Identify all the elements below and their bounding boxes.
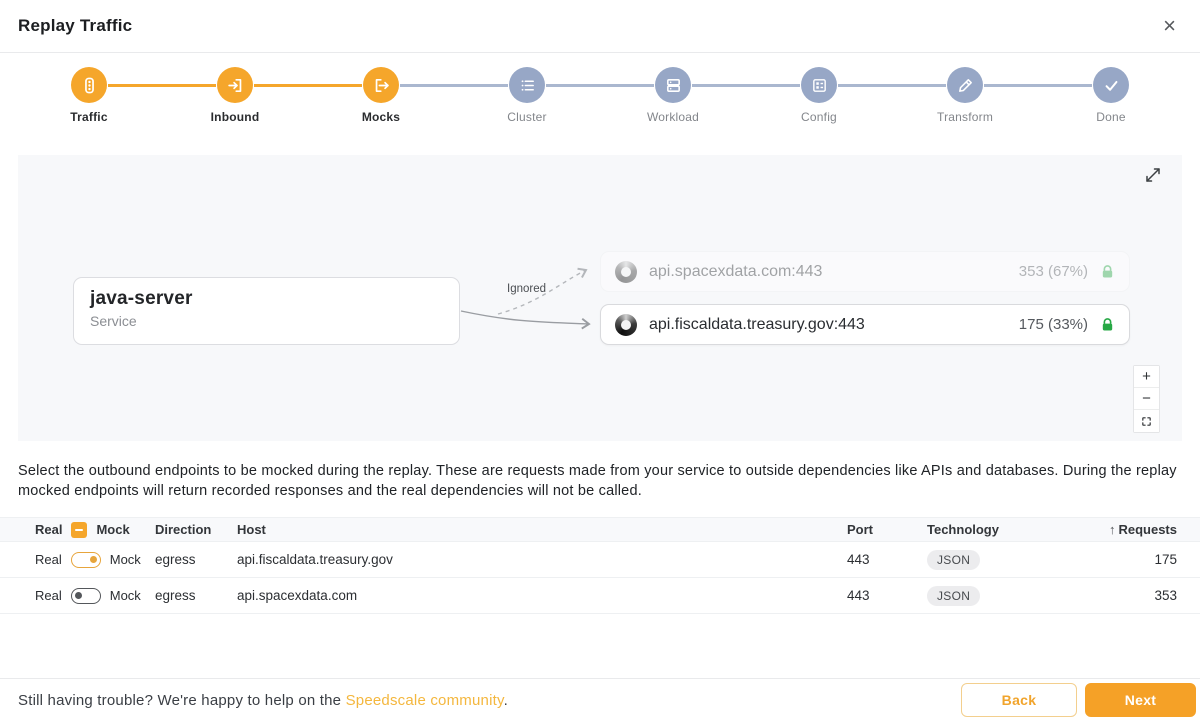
inbound-arrow-icon (227, 77, 244, 94)
technology-header: Technology (927, 522, 999, 537)
step-workload[interactable]: Workload (546, 67, 746, 124)
help-text: Still having trouble? We're happy to hel… (18, 692, 961, 709)
mock-label: Mock (109, 552, 141, 567)
traffic-diagram-canvas[interactable]: java-server Service Ignored api.spacexda… (18, 155, 1182, 441)
wizard-stepper: Traffic Inbound Mocks Cluster Workload C… (0, 53, 1200, 136)
endpoint-request-count: 353 (67%) (1018, 263, 1088, 280)
endpoint-host: api.spacexdata.com:443 (649, 262, 823, 280)
endpoint-icon (615, 260, 637, 283)
step-transform[interactable]: Transform (838, 67, 1038, 124)
endpoint-icon (615, 313, 637, 336)
close-icon[interactable]: × (1163, 13, 1176, 38)
direction-cell: egress (155, 588, 196, 603)
step-label: Transform (936, 110, 994, 124)
diagram-zoom-controls: + − (1133, 365, 1160, 433)
table-row: Real Mock egress api.fiscaldata.treasury… (0, 542, 1200, 578)
zoom-out-icon[interactable]: − (1134, 388, 1159, 410)
help-suffix: . (503, 691, 508, 709)
endpoint-node-fiscaldata[interactable]: api.fiscaldata.treasury.gov:443 175 (33%… (600, 304, 1130, 345)
endpoints-table: Real Mock Direction Host Port Technology… (0, 517, 1200, 614)
dialog-header: Replay Traffic × (0, 0, 1200, 53)
step-inbound[interactable]: Inbound (108, 67, 308, 124)
requests-cell: 175 (1154, 552, 1177, 567)
endpoint-request-count: 175 (33%) (1018, 316, 1088, 333)
direction-cell: egress (155, 552, 196, 567)
step-mocks[interactable]: Mocks (254, 67, 454, 124)
port-cell: 443 (847, 552, 870, 567)
port-cell: 443 (847, 588, 870, 603)
lock-icon (1102, 318, 1113, 331)
step-label: Done (1096, 110, 1126, 124)
mock-header-label: Mock (96, 522, 130, 537)
zoom-in-icon[interactable]: + (1134, 366, 1159, 388)
config-form-icon (811, 77, 828, 94)
server-stack-icon (665, 77, 682, 94)
real-header-label: Real (35, 522, 63, 537)
service-type: Service (90, 313, 137, 329)
service-name: java-server (90, 288, 193, 309)
direction-header: Direction (155, 522, 212, 537)
real-label: Real (35, 552, 62, 567)
back-button[interactable]: Back (961, 683, 1077, 717)
step-label: Traffic (70, 110, 108, 124)
step-label: Inbound (210, 110, 260, 124)
step-done[interactable]: Done (984, 67, 1184, 124)
lock-icon (1102, 265, 1113, 278)
mock-all-checkbox[interactable] (71, 521, 88, 538)
traffic-light-icon (81, 77, 98, 94)
real-mock-toggle[interactable] (70, 551, 101, 568)
step-label: Config (801, 110, 837, 124)
speedscale-community-link[interactable]: Speedscale community (345, 691, 504, 709)
requests-header[interactable]: ↑ Requests (1077, 522, 1177, 537)
next-button[interactable]: Next (1085, 683, 1196, 717)
endpoint-host: api.fiscaldata.treasury.gov:443 (649, 315, 865, 333)
fit-view-icon[interactable] (1134, 410, 1159, 432)
sort-ascending-icon: ↑ (1108, 522, 1116, 537)
cluster-list-icon (519, 77, 536, 94)
step-config[interactable]: Config (692, 67, 892, 124)
edge-ignored-label: Ignored (507, 283, 547, 295)
dialog-footer: Still having trouble? We're happy to hel… (0, 678, 1200, 721)
expand-diagram-icon[interactable] (1144, 166, 1162, 187)
pencil-icon (957, 77, 974, 94)
technology-badge: JSON (927, 585, 981, 606)
help-prefix: Still having trouble? We're happy to hel… (18, 691, 346, 709)
requests-header-label: Requests (1118, 522, 1177, 537)
real-mock-toggle[interactable] (70, 587, 101, 604)
endpoint-node-spacexdata[interactable]: api.spacexdata.com:443 353 (67%) (600, 251, 1130, 292)
step-label: Cluster (507, 110, 547, 124)
host-header: Host (237, 522, 266, 537)
table-row: Real Mock egress api.spacexdata.com 443 … (0, 578, 1200, 614)
outbound-arrow-icon (373, 77, 390, 94)
check-icon (1103, 77, 1120, 94)
table-header-row: Real Mock Direction Host Port Technology… (0, 517, 1200, 542)
host-cell: api.spacexdata.com (237, 588, 358, 603)
technology-badge: JSON (927, 549, 981, 570)
step-label: Mocks (361, 110, 401, 124)
description-text: Select the outbound endpoints to be mock… (18, 463, 1177, 499)
mock-label: Mock (109, 588, 141, 603)
real-label: Real (35, 588, 62, 603)
step-label: Workload (646, 110, 700, 124)
requests-cell: 353 (1154, 588, 1177, 603)
service-node[interactable]: java-server Service (73, 277, 460, 345)
step-cluster[interactable]: Cluster (400, 67, 600, 124)
page-title: Replay Traffic (18, 16, 133, 35)
port-header: Port (847, 522, 873, 537)
step-traffic[interactable]: Traffic (16, 67, 162, 124)
host-cell: api.fiscaldata.treasury.gov (237, 552, 393, 567)
